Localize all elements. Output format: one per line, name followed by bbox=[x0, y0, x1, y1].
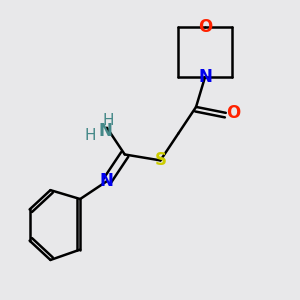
Text: N: N bbox=[100, 172, 114, 190]
Text: H: H bbox=[85, 128, 96, 142]
Text: H: H bbox=[103, 113, 114, 128]
Text: O: O bbox=[226, 104, 240, 122]
Text: N: N bbox=[198, 68, 212, 86]
Text: S: S bbox=[154, 152, 166, 169]
Text: N: N bbox=[98, 122, 112, 140]
Text: O: O bbox=[198, 18, 212, 36]
